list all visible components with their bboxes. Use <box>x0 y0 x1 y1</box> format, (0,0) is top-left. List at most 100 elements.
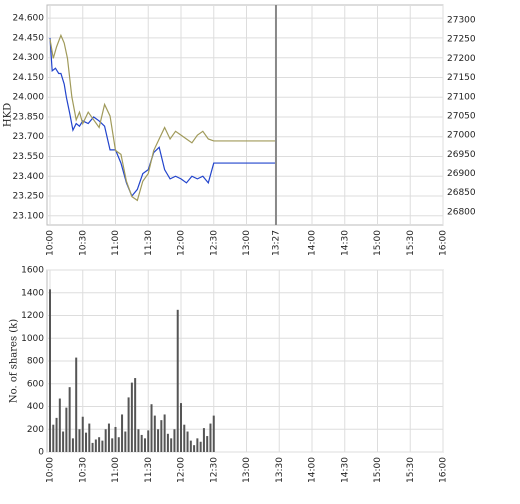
y2-tick-label: 27200 <box>447 54 476 64</box>
volume-bar <box>49 289 51 452</box>
x-tick-label: 13:30 <box>275 457 285 483</box>
volume-bar <box>124 431 127 452</box>
y-tick-label: 0 <box>38 448 44 458</box>
x-tick-label: 12:30 <box>209 230 219 256</box>
volume-bar <box>71 438 74 452</box>
volume-bar <box>88 423 91 452</box>
y-tick-label: 400 <box>27 402 44 412</box>
volume-bar <box>196 438 199 452</box>
y-tick-label: 24.000 <box>13 93 45 103</box>
volume-bar <box>104 429 107 452</box>
y2-tick-label: 27050 <box>447 111 476 121</box>
volume-bar <box>206 436 209 452</box>
volume-bar <box>58 398 61 452</box>
x-tick-label: 10:30 <box>78 457 88 483</box>
x-tick-label: 11:00 <box>111 457 121 483</box>
volume-bar <box>117 437 120 452</box>
x-tick-label: 12:00 <box>177 230 187 256</box>
volume-bar <box>180 403 182 452</box>
y-tick-label: 600 <box>27 379 44 389</box>
volume-bar <box>176 309 179 452</box>
volume-bar <box>147 430 150 452</box>
volume-bar <box>62 431 65 452</box>
y-tick-label: 23.550 <box>13 152 45 162</box>
volume-bar <box>68 387 71 452</box>
volume-bar <box>81 416 84 452</box>
y2-tick-label: 26950 <box>447 150 476 160</box>
x-tick-label: 12:00 <box>177 457 187 483</box>
y-tick-label: 200 <box>27 425 44 435</box>
y-tick-label: 23.250 <box>13 192 45 202</box>
price-line <box>49 33 276 202</box>
y2-tick-label: 26850 <box>447 188 476 198</box>
volume-bar <box>183 424 186 452</box>
volume-bar <box>121 414 124 452</box>
y2-tick-label: 27100 <box>447 92 476 102</box>
y-tick-label: 24.300 <box>13 53 45 63</box>
y-tick-label: 1000 <box>21 334 44 344</box>
volume-bar <box>170 438 173 452</box>
y-tick-label: 1400 <box>21 288 44 298</box>
volume-bar <box>209 423 212 452</box>
y2-tick-label: 27000 <box>447 131 476 141</box>
y-tick-label: 24.150 <box>13 73 45 83</box>
volume-bar <box>173 429 176 452</box>
x-tick-label: 11:30 <box>144 230 154 256</box>
volume-bar <box>85 432 88 452</box>
x-tick-label: 14:00 <box>308 230 318 256</box>
volume-bar <box>91 442 94 452</box>
x-tick-label: 10:00 <box>46 230 56 256</box>
y-tick-label: 24.450 <box>13 33 45 43</box>
volume-bar <box>160 420 163 452</box>
x-tick-label: 15:00 <box>373 230 383 256</box>
volume-bar <box>94 439 97 452</box>
price-line <box>49 37 276 198</box>
volume-bar <box>130 382 133 452</box>
x-tick-label: 12:30 <box>209 457 219 483</box>
y2-tick-label: 26800 <box>447 207 476 217</box>
x-tick-label: 13:00 <box>242 457 252 483</box>
volume-bar <box>186 431 189 452</box>
volume-bar <box>78 429 81 452</box>
x-tick-label: 14:30 <box>340 230 350 256</box>
y-tick-label: 23.400 <box>13 172 45 182</box>
y2-tick-label: 27250 <box>447 35 476 45</box>
x-tick-label: 11:00 <box>111 230 121 256</box>
y2-tick-label: 26900 <box>447 169 476 179</box>
volume-bar <box>153 415 156 452</box>
y-tick-label: 23.700 <box>13 132 45 142</box>
x-tick-label: 15:00 <box>373 457 383 483</box>
y-tick-label: 1600 <box>21 266 44 276</box>
volume-bar <box>52 424 55 452</box>
volume-bar <box>150 404 153 452</box>
x-tick-label: 16:00 <box>439 457 449 483</box>
x-tick-label: 14:00 <box>308 457 318 483</box>
volume-bar <box>134 378 137 452</box>
volume-bar <box>140 434 143 452</box>
volume-bar <box>101 440 104 452</box>
volume-bar <box>107 423 110 452</box>
y2-tick-label: 27150 <box>447 73 476 83</box>
volume-bar <box>65 407 68 452</box>
volume-bar <box>157 429 160 452</box>
volume-bar <box>166 433 169 452</box>
x-tick-label: 10:30 <box>78 230 88 256</box>
x-tick-label: 15:30 <box>406 457 416 483</box>
volume-bar <box>127 397 130 452</box>
volume-bar <box>55 417 58 452</box>
y-axis-label: HKD <box>3 103 14 127</box>
volume-bar <box>189 440 192 452</box>
volume-bar <box>137 429 140 452</box>
x-tick-label: 13:00 <box>242 230 252 256</box>
y-tick-label: 23.100 <box>13 211 45 221</box>
volume-bar <box>202 428 205 452</box>
volume-bar <box>114 426 117 452</box>
x-tick-label: 16:00 <box>439 230 449 256</box>
x-tick-label: 11:30 <box>144 457 154 483</box>
y-tick-label: 1200 <box>21 311 44 321</box>
x-tick-label: 15:30 <box>406 230 416 256</box>
volume-bar <box>75 357 78 452</box>
volume-bar <box>111 438 114 452</box>
x-tick-label: 14:30 <box>340 457 350 483</box>
